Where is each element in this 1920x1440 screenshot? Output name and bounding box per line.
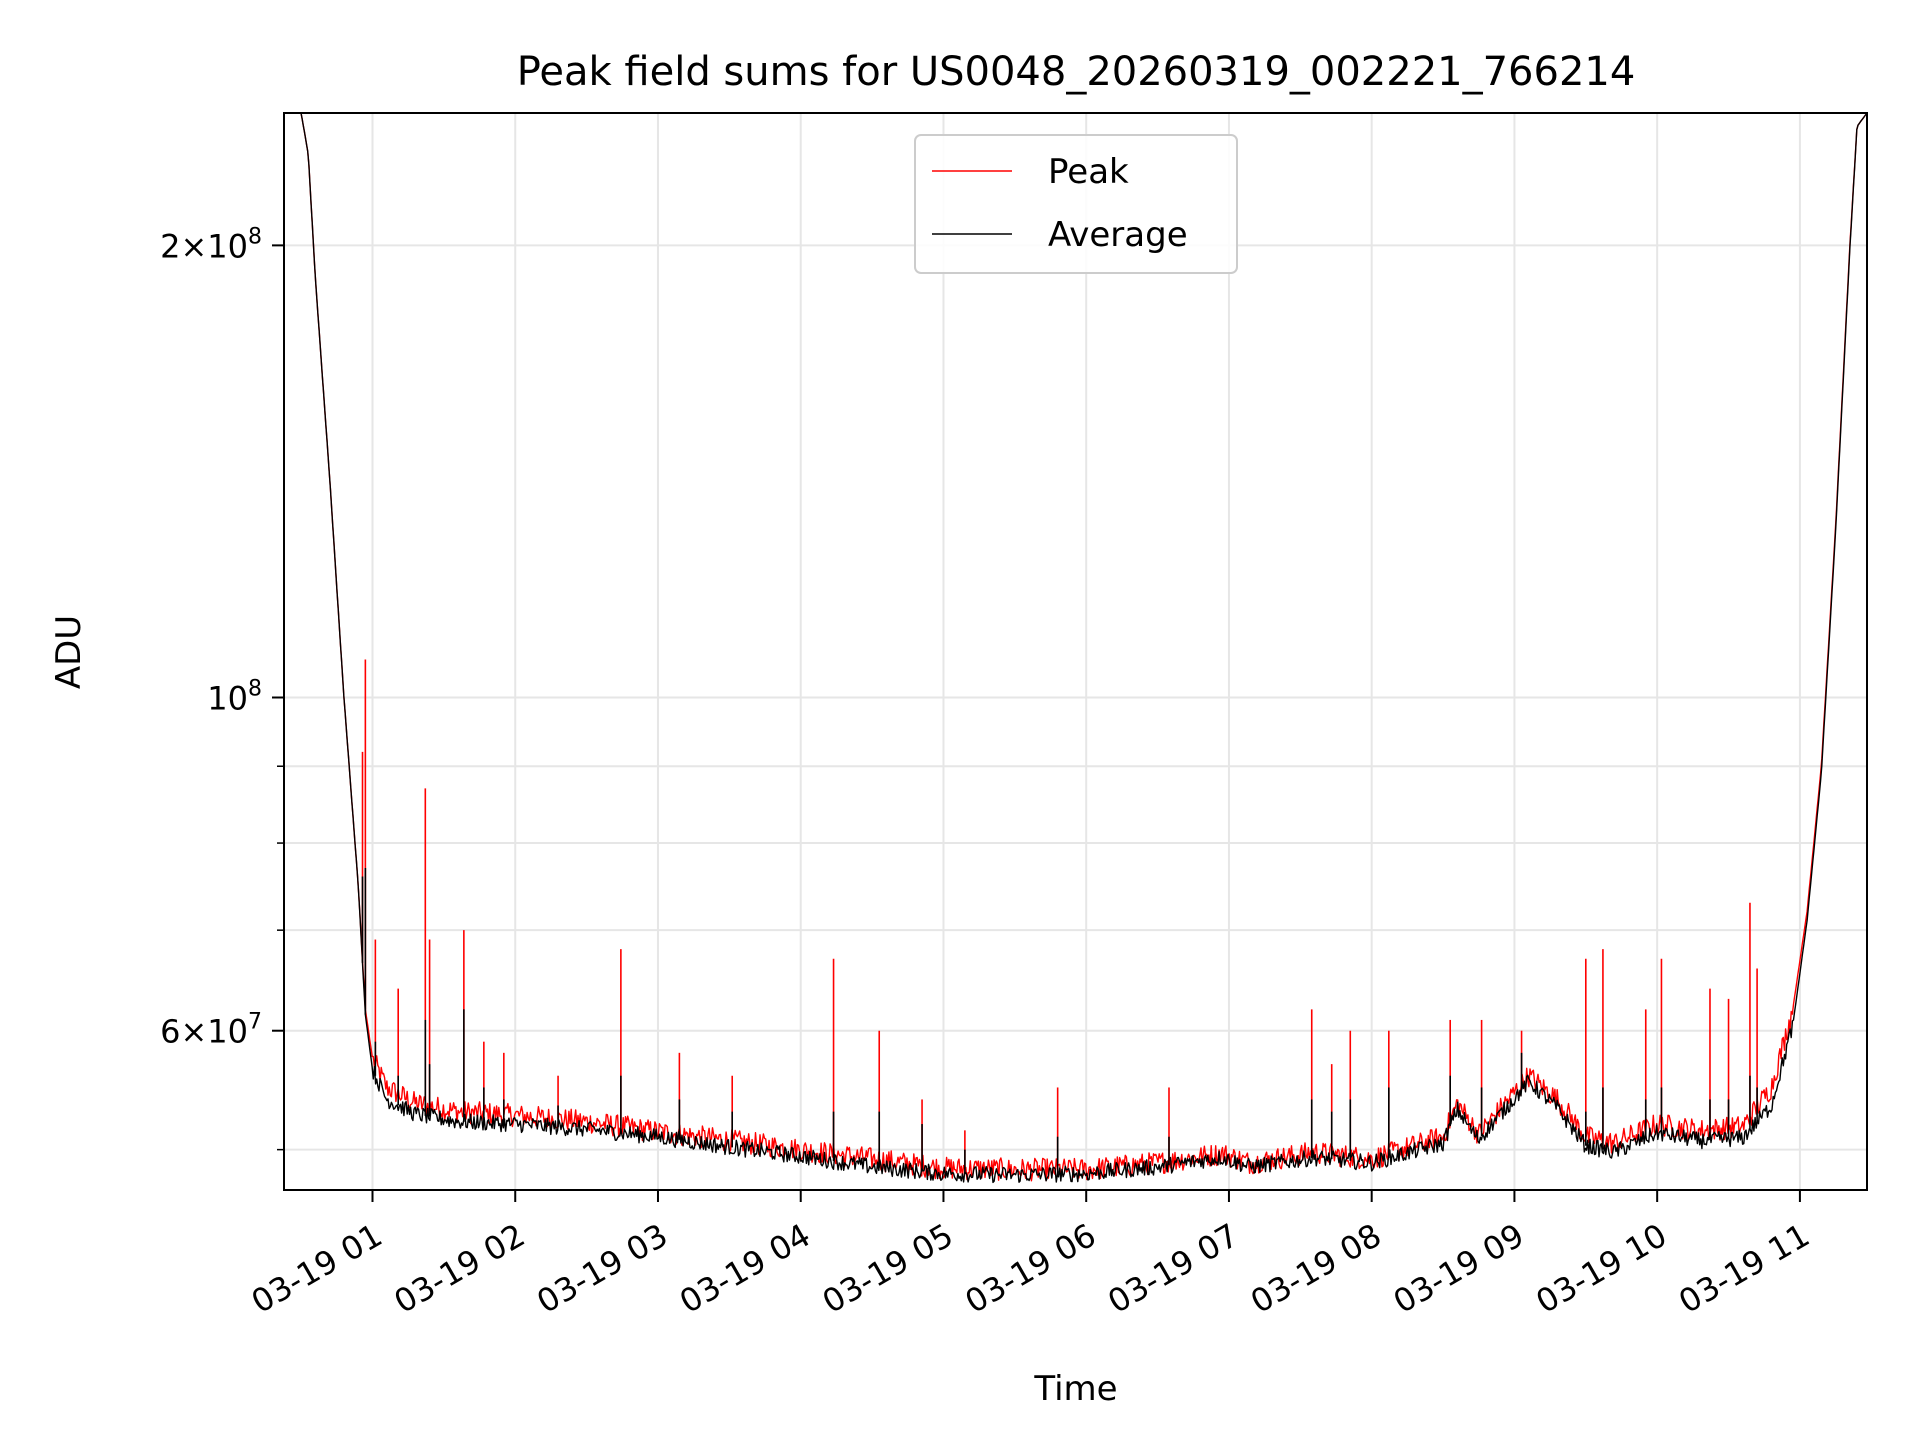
y-tick-label: 6×107: [160, 1010, 262, 1051]
x-axis-label: Time: [1033, 1369, 1117, 1409]
grid-lines: [284, 113, 1867, 1190]
legend-box: [914, 134, 1238, 274]
legend-average-label: Average: [1048, 215, 1188, 255]
legend-peak-label: Peak: [1048, 152, 1129, 192]
chart-title: Peak field sums for US0048_20260319_0022…: [517, 49, 1636, 95]
average-series-line: [284, 113, 1867, 1184]
legend: Peak Average: [914, 134, 1238, 274]
y-tick-label: 2×108: [160, 224, 262, 265]
series-layer: [284, 113, 1867, 1184]
plot-frame: [283, 112, 1868, 1191]
y-axis-label: ADU: [49, 615, 89, 689]
